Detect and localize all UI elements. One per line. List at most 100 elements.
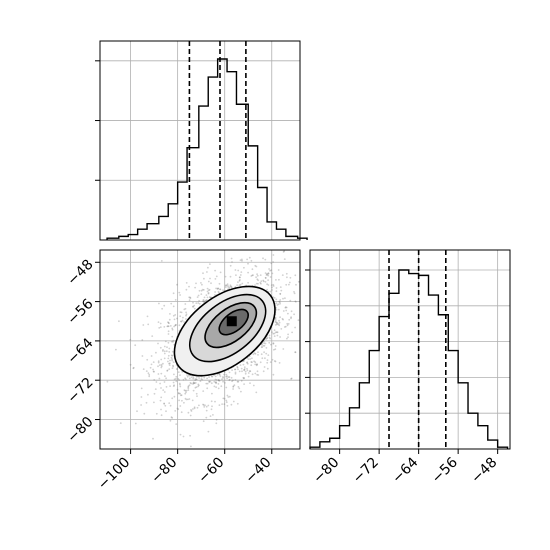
scatter-point — [234, 379, 237, 381]
scatter-point — [184, 389, 187, 392]
scatter-point — [167, 354, 170, 357]
scatter-point — [210, 282, 212, 285]
scatter-point — [275, 331, 278, 333]
scatter-point — [186, 375, 189, 378]
scatter-point — [290, 317, 292, 320]
scatter-point — [209, 380, 212, 383]
contour-line-3 — [218, 308, 250, 336]
scatter-point — [270, 269, 273, 272]
scatter-point — [169, 325, 172, 327]
scatter-point — [228, 379, 231, 382]
scatter-point — [256, 363, 258, 366]
scatter-point — [157, 321, 160, 323]
scatter-point — [285, 309, 288, 312]
scatter-point — [192, 381, 195, 384]
scatter-point — [262, 280, 265, 283]
scatter-point — [203, 296, 206, 299]
scatter-point — [205, 294, 208, 296]
scatter-point — [223, 371, 226, 373]
scatter-point — [240, 390, 242, 393]
scatter-point — [197, 385, 200, 388]
scatter-point — [185, 288, 188, 291]
scatter-point — [192, 305, 194, 308]
scatter-point — [254, 264, 257, 267]
scatter-point — [248, 370, 251, 372]
scatter-point — [233, 228, 235, 230]
scatter-point — [297, 319, 300, 322]
scatter-point — [194, 286, 197, 289]
scatter-point — [194, 382, 197, 384]
scatter-point — [302, 301, 304, 303]
density-peak-cell — [226, 316, 237, 327]
scatter-point — [285, 306, 288, 309]
scatter-point — [202, 272, 204, 275]
scatter-point — [167, 325, 169, 327]
scatter-point — [160, 260, 163, 262]
scatter-point — [264, 357, 266, 360]
scatter-point — [243, 377, 246, 379]
scatter-point — [267, 284, 270, 286]
scatter-point — [271, 331, 273, 333]
scatter-point — [145, 370, 148, 372]
scatter-point — [271, 289, 273, 291]
scatter-point — [193, 304, 196, 307]
scatter-point — [268, 268, 270, 270]
scatter-point — [288, 283, 290, 286]
scatter-point — [260, 353, 263, 356]
scatter-point — [163, 402, 166, 405]
scatter-inner — [100, 228, 304, 449]
scatter-point — [283, 326, 286, 328]
scatter-point — [237, 269, 240, 272]
scatter-point — [286, 276, 288, 279]
scatter-point — [286, 337, 288, 340]
scatter-point — [173, 325, 176, 328]
scatter-point — [256, 278, 259, 281]
scatter-point — [243, 369, 246, 372]
scatter-point — [175, 377, 177, 380]
scatter-point — [190, 382, 193, 385]
scatter-point — [143, 412, 146, 415]
scatter-point — [189, 297, 192, 299]
contour-line-0 — [173, 285, 276, 377]
scatter-point — [167, 333, 170, 335]
scatter-point — [160, 358, 163, 361]
scatter-point — [256, 370, 259, 373]
scatter-point — [282, 348, 285, 350]
scatter-point — [176, 368, 178, 370]
scatter-point — [158, 364, 161, 366]
contour-line-2 — [204, 301, 258, 349]
scatter-point — [284, 325, 287, 328]
scatter-point — [266, 337, 268, 340]
scatter-point — [142, 368, 145, 370]
scatter-point — [150, 355, 153, 357]
scatter-point — [167, 321, 169, 323]
scatter-point — [184, 397, 187, 400]
scatter-point — [228, 371, 231, 374]
scatter-point — [226, 377, 229, 380]
scatter-point — [262, 257, 264, 260]
scatter-point — [148, 373, 151, 376]
scatter-point — [171, 417, 174, 419]
scatter-point — [185, 398, 188, 401]
scatter-point — [214, 294, 216, 296]
scatter-point — [180, 320, 182, 323]
scatter-point — [272, 342, 275, 344]
scatter-point — [246, 369, 249, 372]
y-hist-frame — [309, 249, 511, 450]
scatter-point — [190, 445, 192, 448]
scatter-point — [273, 297, 276, 299]
scatter-point — [106, 380, 109, 383]
scatter-point — [174, 314, 177, 316]
scatter-point — [246, 362, 249, 365]
scatter-point — [175, 423, 178, 425]
scatter-point — [266, 359, 269, 361]
scatter-point — [238, 370, 241, 373]
scatter-point — [173, 384, 176, 387]
scatter-point — [172, 381, 175, 384]
scatter-point — [202, 289, 205, 291]
contour-line-1 — [188, 293, 267, 363]
scatter-point — [252, 274, 254, 276]
scatter-point — [195, 302, 198, 304]
scatter-point — [203, 301, 206, 304]
scatter-point — [246, 362, 248, 364]
